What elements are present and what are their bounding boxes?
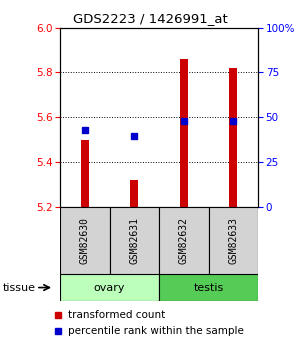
- Text: percentile rank within the sample: percentile rank within the sample: [68, 326, 244, 336]
- Bar: [110, 207, 159, 274]
- Bar: [60, 207, 110, 274]
- Bar: [60, 274, 159, 301]
- Text: ovary: ovary: [94, 283, 125, 293]
- Bar: [130, 180, 138, 207]
- Bar: [229, 68, 237, 207]
- Bar: [208, 207, 258, 274]
- Text: GSM82631: GSM82631: [129, 217, 139, 264]
- Bar: [180, 59, 188, 207]
- Bar: [159, 274, 258, 301]
- Text: GSM82633: GSM82633: [228, 217, 238, 264]
- Text: testis: testis: [194, 283, 224, 293]
- Text: tissue: tissue: [3, 283, 36, 293]
- Text: transformed count: transformed count: [68, 310, 166, 320]
- Text: GSM82632: GSM82632: [179, 217, 189, 264]
- Text: GDS2223 / 1426991_at: GDS2223 / 1426991_at: [73, 12, 227, 25]
- Text: GSM82630: GSM82630: [80, 217, 90, 264]
- Bar: [159, 207, 208, 274]
- Bar: [81, 140, 89, 207]
